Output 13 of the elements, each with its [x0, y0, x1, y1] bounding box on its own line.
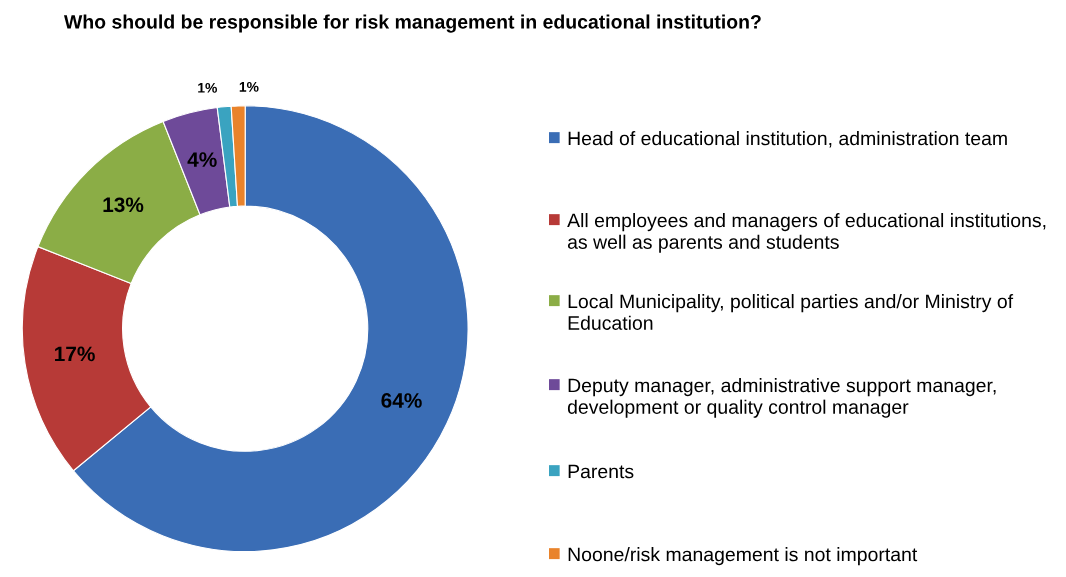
legend-label: All employees and managers of educational institutions, as well as parents and students [567, 213, 1046, 253]
legend-label: Head of educational institution, administration team [568, 131, 1007, 148]
data-label: 1% [239, 82, 259, 92]
data-label: 17% [55, 346, 95, 362]
legend-label: Parents [568, 464, 634, 479]
chart-title: Who should be responsible for risk management in educational institution? [63, 14, 761, 33]
data-label: 13% [103, 197, 144, 213]
data-label: 4% [187, 152, 217, 167]
legend-label: Deputy manager, administrative support manager, development or quality control manager [567, 378, 996, 418]
data-label: 64% [381, 393, 422, 408]
data-label: 1% [198, 82, 218, 93]
legend-label: Local Municipality, political parties and/or Ministry of Education [568, 294, 1014, 330]
legend-label: Noone/risk management is not important [568, 547, 918, 566]
